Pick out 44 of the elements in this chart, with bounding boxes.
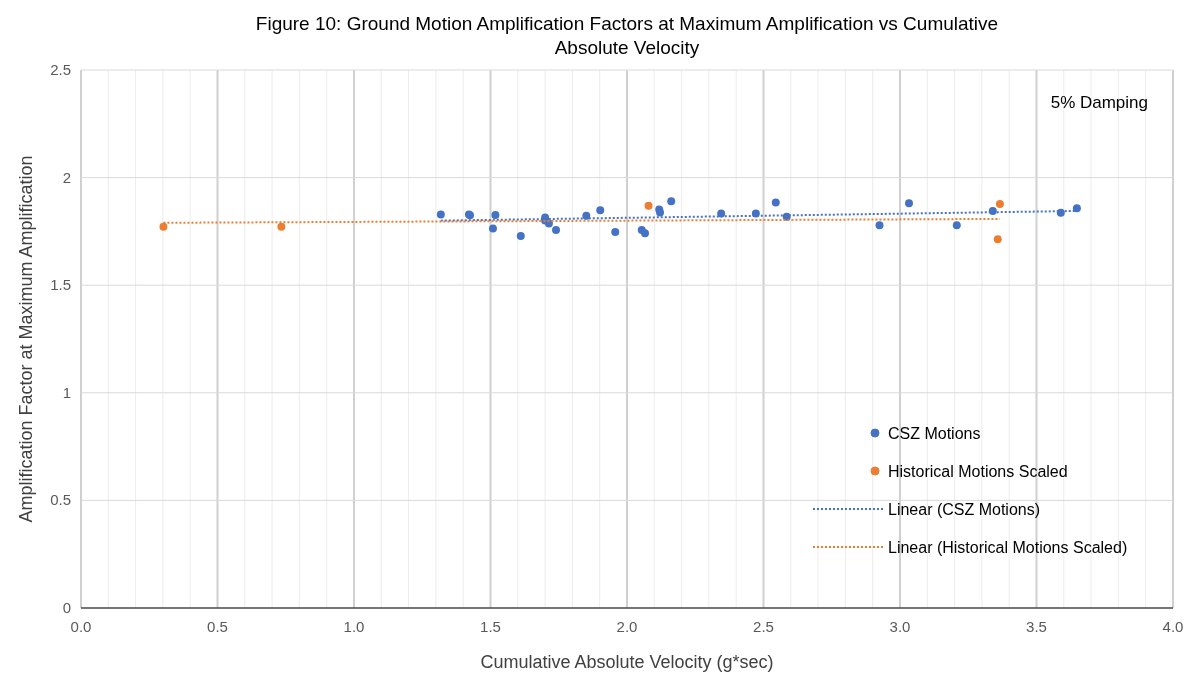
point bbox=[641, 229, 650, 238]
x-axis-title: Cumulative Absolute Velocity (g*sec) bbox=[480, 652, 774, 672]
point bbox=[1072, 204, 1081, 213]
x-tick-label: 3.5 bbox=[1026, 618, 1047, 635]
point bbox=[596, 206, 605, 215]
x-tick-label: 2.0 bbox=[616, 618, 638, 635]
point bbox=[552, 225, 561, 234]
point bbox=[988, 206, 997, 215]
legend-label: Historical Motions Scaled bbox=[888, 463, 1068, 480]
point bbox=[667, 197, 676, 206]
y-tick-label: 1 bbox=[62, 383, 71, 401]
annotation: 5% Damping bbox=[1050, 93, 1148, 112]
point bbox=[952, 221, 961, 230]
point bbox=[771, 198, 780, 207]
point bbox=[995, 200, 1004, 209]
point bbox=[488, 224, 497, 233]
x-tick-label: 1.0 bbox=[343, 618, 365, 635]
y-tick-label: 1.5 bbox=[50, 276, 71, 294]
chart-title: Figure 10: Ground Motion Amplification Factors at Maximum Amplification vs Cumulative Absolute Velocity bbox=[255, 13, 999, 58]
legend-label: Linear (Historical Motions Scaled) bbox=[888, 539, 1128, 556]
point bbox=[993, 235, 1002, 244]
y-tick-label: 2 bbox=[62, 168, 71, 186]
point bbox=[644, 201, 653, 210]
point bbox=[905, 199, 913, 208]
y-tick-label: 2.5 bbox=[50, 61, 71, 78]
point bbox=[159, 222, 168, 231]
y-axis-title: Amplification Factor at Maximum Amplification bbox=[16, 155, 36, 523]
x-tick-label: 3.0 bbox=[889, 618, 911, 635]
x-tick-label: 0.5 bbox=[207, 618, 228, 635]
legend-label: Linear (CSZ Motions) bbox=[888, 501, 1041, 518]
point bbox=[875, 221, 884, 230]
y-tick-label: 0.5 bbox=[50, 491, 71, 509]
point bbox=[277, 222, 286, 231]
y-tick-label: 0 bbox=[62, 599, 71, 616]
point bbox=[516, 231, 525, 240]
point bbox=[611, 228, 620, 237]
x-tick-label: 4.0 bbox=[1162, 618, 1184, 635]
point bbox=[436, 210, 445, 219]
point bbox=[491, 211, 500, 220]
point bbox=[582, 211, 591, 220]
x-tick-label: 2.5 bbox=[753, 618, 774, 635]
x-tick-label: 0.0 bbox=[70, 618, 92, 635]
legend-label: CSZ Motions bbox=[888, 425, 981, 442]
x-tick-label: 1.5 bbox=[480, 618, 501, 635]
